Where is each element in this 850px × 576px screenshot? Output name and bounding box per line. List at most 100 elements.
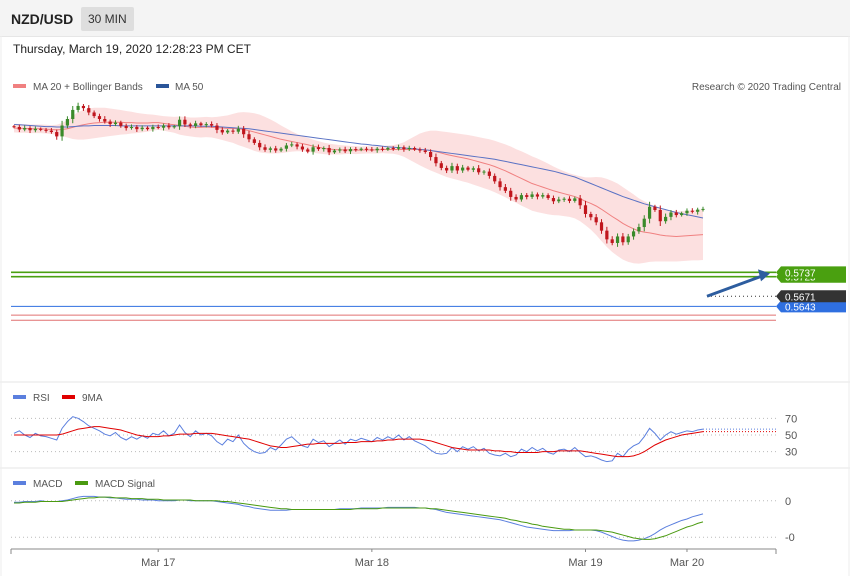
candle	[359, 147, 363, 152]
candle-body	[685, 210, 689, 214]
macd-panel: 0 -0	[11, 496, 795, 544]
candle	[519, 192, 524, 202]
candle	[434, 153, 438, 167]
candle	[621, 233, 625, 246]
candle	[140, 125, 144, 132]
candle	[696, 207, 700, 215]
candle	[370, 147, 374, 152]
candle	[445, 165, 449, 174]
candle-body	[701, 208, 705, 210]
candle-body	[300, 146, 305, 150]
candle	[28, 126, 32, 134]
candle-body	[348, 149, 353, 152]
candle	[81, 104, 86, 111]
candle	[183, 116, 187, 127]
candle	[599, 219, 604, 234]
candle-body	[311, 147, 315, 152]
candle	[87, 105, 91, 116]
candle-body	[631, 231, 636, 237]
price-tag-box	[776, 290, 846, 303]
candle-body	[407, 148, 411, 150]
time-tick-label: Mar 17	[141, 557, 175, 569]
candle-body	[327, 148, 331, 153]
candle	[199, 121, 203, 127]
candle	[386, 146, 390, 151]
candle	[573, 196, 577, 203]
candle	[461, 164, 465, 173]
rsi-legend: RSI 9MA	[13, 393, 103, 404]
candle	[450, 162, 454, 173]
time-axis: Mar 17 Mar 18 Mar 19 Mar 20	[10, 548, 777, 569]
candle	[268, 146, 272, 153]
candle-body	[97, 116, 102, 119]
candle	[567, 196, 572, 204]
time-tick-label: Mar 18	[355, 557, 389, 569]
candle-body	[658, 209, 662, 222]
candle-body	[450, 166, 454, 171]
candle	[498, 178, 502, 191]
candle	[311, 144, 315, 155]
candle-body	[541, 195, 545, 197]
candle	[423, 147, 427, 154]
candle-body	[306, 149, 310, 152]
candle	[188, 122, 192, 129]
price-tag-label: 0.5605	[785, 316, 816, 327]
candle	[151, 124, 155, 132]
candle	[39, 127, 43, 132]
candle-body	[145, 127, 150, 130]
candle	[674, 209, 678, 218]
candle-body	[493, 175, 497, 182]
candle	[605, 226, 609, 244]
candle	[503, 183, 507, 194]
candle	[226, 129, 230, 134]
candle-body	[396, 147, 401, 149]
candle-body	[455, 166, 459, 171]
candle	[439, 160, 443, 171]
candle-body	[412, 148, 417, 150]
candle-body	[210, 124, 214, 126]
candle-body	[49, 130, 53, 133]
candle	[76, 102, 80, 113]
candle	[284, 142, 288, 152]
candle-body	[546, 195, 550, 199]
candle-body	[605, 230, 609, 240]
candle	[338, 147, 342, 153]
candle-body	[92, 112, 96, 117]
candle	[274, 145, 278, 153]
candle-body	[380, 148, 385, 150]
candle-body	[113, 122, 118, 125]
candle	[327, 144, 331, 156]
candle	[145, 126, 150, 131]
candle-body	[418, 149, 422, 151]
legend-swatch-ma50	[156, 84, 169, 88]
candle-body	[364, 148, 369, 150]
candle	[482, 170, 486, 175]
candle-body	[583, 205, 588, 214]
price-tag: 0.5643	[776, 300, 846, 313]
candle	[637, 223, 641, 234]
candle	[530, 191, 534, 199]
candle	[429, 149, 433, 161]
candle-body	[696, 209, 700, 212]
rsi-panel: 70 50 30	[11, 413, 797, 463]
candle-body	[140, 127, 144, 130]
price-tag-label: 0.5619	[785, 311, 816, 322]
candle-body	[172, 126, 176, 128]
candle-body	[535, 194, 540, 197]
candle	[396, 144, 401, 151]
candle-body	[204, 124, 208, 126]
candle-body	[156, 126, 160, 128]
interval-button[interactable]: 30 MIN	[81, 7, 134, 31]
price-tag-box	[776, 300, 846, 313]
candle-body	[439, 163, 443, 168]
price-tag-box	[776, 266, 846, 279]
candle	[642, 215, 646, 232]
rsi-tick-label: 30	[785, 447, 797, 459]
candle	[589, 211, 593, 221]
bollinger-band	[14, 107, 703, 264]
candle-body	[231, 130, 235, 132]
candle-body	[119, 122, 123, 126]
candle-body	[386, 148, 390, 150]
candle-body	[76, 105, 80, 110]
